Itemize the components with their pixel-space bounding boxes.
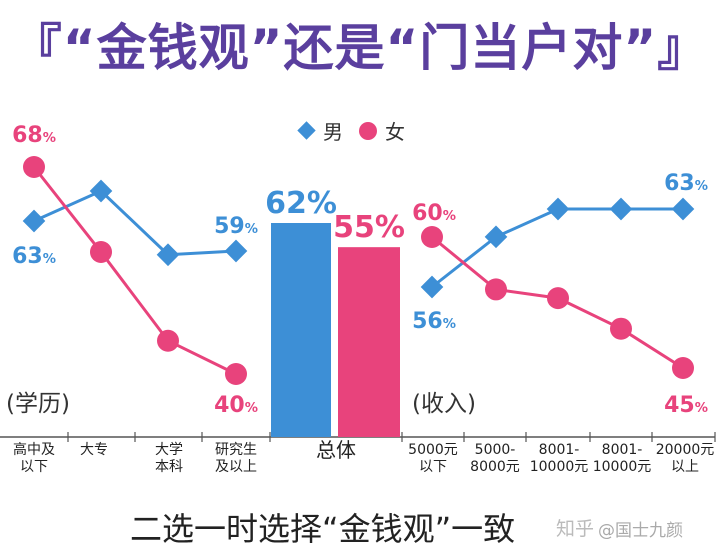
point-female bbox=[157, 329, 179, 352]
line-male-1 bbox=[431, 207, 683, 289]
x-tick-label: 总体 bbox=[316, 438, 356, 462]
legend-female-label: 女 bbox=[385, 120, 405, 144]
point-male bbox=[420, 275, 444, 299]
chart-title: 『“金钱观”还是“门当户对”』 bbox=[11, 19, 709, 77]
x-tick-label: 8001- 10000元 bbox=[592, 442, 652, 475]
legend-male-label: 男 bbox=[323, 120, 343, 144]
x-tick-label: 8001- 10000元 bbox=[529, 442, 589, 475]
legend-female-circle-icon bbox=[359, 121, 377, 140]
site-watermark: 知乎 bbox=[556, 518, 595, 540]
point-male bbox=[671, 197, 695, 221]
x-tick-label: 大学 本科 bbox=[155, 442, 183, 475]
x-tick-label: 高中及 以下 bbox=[13, 442, 55, 475]
x-tick-label: 大专 bbox=[80, 442, 108, 458]
bar-label-female: 55% bbox=[333, 210, 405, 245]
point-male bbox=[224, 239, 248, 263]
data-label-female: 60% bbox=[412, 201, 456, 226]
x-tick-label: 5000- 8000元 bbox=[470, 442, 520, 475]
point-male bbox=[22, 209, 46, 233]
data-label-male: 63% bbox=[664, 171, 708, 196]
group-label-income: (收入) bbox=[412, 391, 476, 417]
point-female bbox=[421, 226, 443, 248]
bar-label-male: 62% bbox=[265, 186, 337, 221]
bar-overall-male bbox=[271, 223, 331, 437]
x-tick-label: 研究生 及以上 bbox=[215, 442, 257, 475]
data-label-female: 68% bbox=[12, 123, 56, 148]
data-label-female: 45% bbox=[664, 393, 708, 418]
point-female bbox=[225, 363, 247, 385]
point-female bbox=[672, 357, 694, 379]
point-male bbox=[546, 197, 570, 221]
point-female bbox=[485, 278, 507, 301]
data-label-female: 40% bbox=[214, 393, 258, 418]
point-male bbox=[609, 197, 633, 221]
point-female bbox=[23, 156, 45, 178]
data-label-male: 63% bbox=[12, 244, 56, 269]
group-label-education: (学历) bbox=[6, 391, 70, 417]
point-male bbox=[89, 179, 113, 203]
author-watermark: @国士九颜 bbox=[598, 521, 683, 541]
point-female bbox=[90, 241, 112, 264]
line-female-0 bbox=[32, 166, 237, 376]
x-tick-label: 20000元 以上 bbox=[655, 442, 715, 475]
data-label-male: 56% bbox=[412, 309, 456, 334]
legend: 男 女 bbox=[297, 116, 405, 145]
x-tick-label: 5000元 以下 bbox=[408, 442, 458, 475]
data-label-male: 59% bbox=[214, 214, 258, 239]
point-female bbox=[547, 287, 569, 310]
bar-overall-female bbox=[338, 247, 400, 437]
line-male-0 bbox=[33, 189, 237, 257]
point-female bbox=[610, 317, 632, 340]
caption: 二选一时选择“金钱观”一致 bbox=[130, 510, 516, 548]
